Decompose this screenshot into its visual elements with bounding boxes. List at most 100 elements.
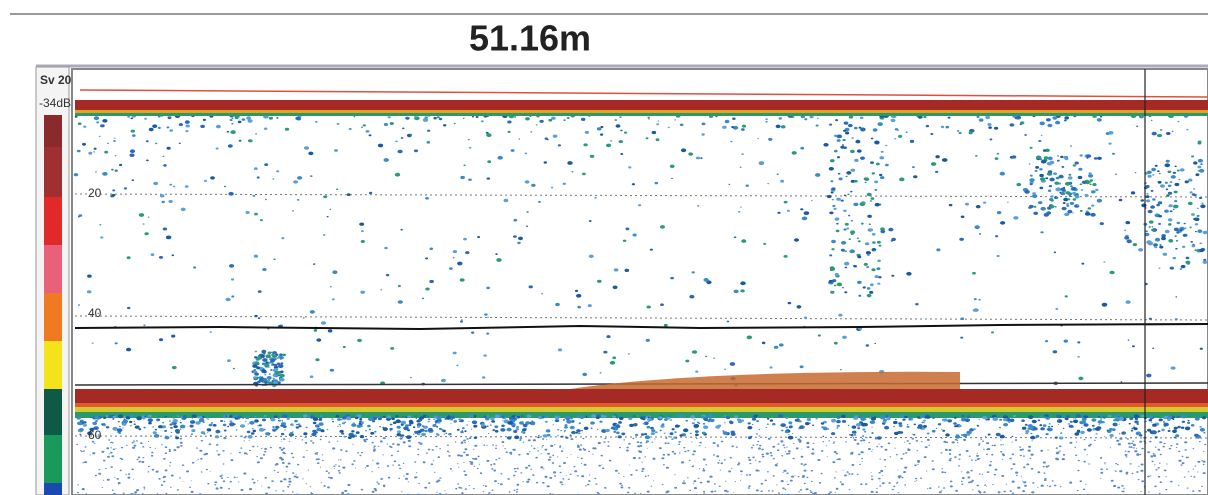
echo	[462, 427, 465, 429]
echo	[272, 378, 275, 380]
echo	[525, 180, 530, 183]
echo	[1069, 482, 1072, 484]
echo	[464, 430, 466, 432]
echo	[483, 485, 484, 486]
echo	[463, 238, 467, 241]
echo	[142, 446, 144, 448]
echo	[689, 460, 691, 461]
echo	[238, 482, 239, 483]
echo	[792, 151, 797, 155]
echo	[264, 128, 267, 130]
echo	[504, 448, 506, 449]
echo	[303, 432, 307, 435]
echo	[971, 459, 973, 460]
echo	[1066, 205, 1069, 207]
echo	[867, 294, 872, 297]
echo	[1125, 454, 1128, 456]
echo	[1028, 450, 1031, 452]
echo	[416, 418, 417, 419]
echo	[1094, 157, 1098, 160]
echo	[1203, 451, 1204, 452]
echo	[869, 437, 871, 438]
echo	[109, 453, 110, 454]
echo	[961, 471, 962, 472]
echo	[1191, 241, 1194, 243]
echo	[487, 177, 491, 179]
echo	[310, 375, 314, 378]
echo	[1098, 420, 1103, 424]
echo	[213, 424, 217, 427]
echo	[714, 483, 716, 484]
echo	[1200, 163, 1202, 165]
echo	[122, 428, 124, 429]
echo	[548, 459, 551, 461]
echo	[290, 423, 294, 426]
echo	[296, 426, 299, 428]
echo	[1055, 308, 1058, 310]
echo	[246, 454, 248, 455]
echo	[857, 474, 859, 475]
echo	[767, 471, 769, 472]
echo	[854, 127, 858, 130]
echo	[780, 440, 783, 442]
echo	[277, 357, 280, 359]
echo	[336, 415, 340, 418]
echo	[1159, 493, 1161, 494]
echo	[857, 149, 862, 152]
echo	[423, 461, 426, 463]
echo	[865, 242, 869, 245]
echo	[177, 446, 180, 448]
echo	[1129, 423, 1131, 425]
echo	[1100, 222, 1104, 225]
echo	[1104, 436, 1105, 437]
echo	[1149, 441, 1151, 443]
echo	[871, 472, 872, 473]
echo	[1003, 423, 1008, 426]
echo	[409, 424, 412, 426]
echo	[581, 463, 582, 464]
echo	[1031, 454, 1034, 456]
echo	[174, 449, 177, 451]
echo	[883, 420, 887, 423]
echo	[401, 491, 403, 492]
echo	[1203, 472, 1206, 474]
echo	[1077, 430, 1080, 432]
echo	[488, 433, 489, 434]
echo	[719, 486, 721, 487]
echo	[879, 472, 881, 474]
echo	[286, 466, 289, 468]
echo	[570, 435, 572, 437]
echo	[968, 476, 971, 478]
echo	[558, 144, 561, 146]
echo	[132, 447, 135, 449]
echo	[819, 482, 821, 484]
echo	[163, 156, 165, 157]
echo	[651, 442, 653, 443]
echo	[978, 490, 981, 492]
echo	[116, 478, 119, 480]
echo	[354, 116, 356, 117]
echo	[1021, 476, 1022, 477]
echo	[941, 126, 944, 128]
echo	[553, 424, 554, 425]
echo	[585, 131, 589, 134]
echo	[1040, 416, 1042, 418]
echo	[871, 451, 872, 452]
echo	[166, 236, 172, 240]
echo	[606, 144, 611, 148]
echo	[1195, 417, 1200, 421]
echo	[837, 425, 840, 427]
echo	[904, 467, 907, 469]
echo	[585, 485, 587, 486]
echo	[262, 268, 266, 271]
echo	[872, 449, 873, 450]
echo	[148, 217, 150, 218]
echo	[1104, 463, 1106, 464]
echo	[335, 464, 337, 465]
echo	[836, 471, 837, 472]
echo	[1194, 249, 1197, 251]
echo	[1110, 271, 1115, 275]
echo	[850, 191, 852, 193]
echo	[275, 426, 279, 429]
echo	[530, 131, 532, 132]
